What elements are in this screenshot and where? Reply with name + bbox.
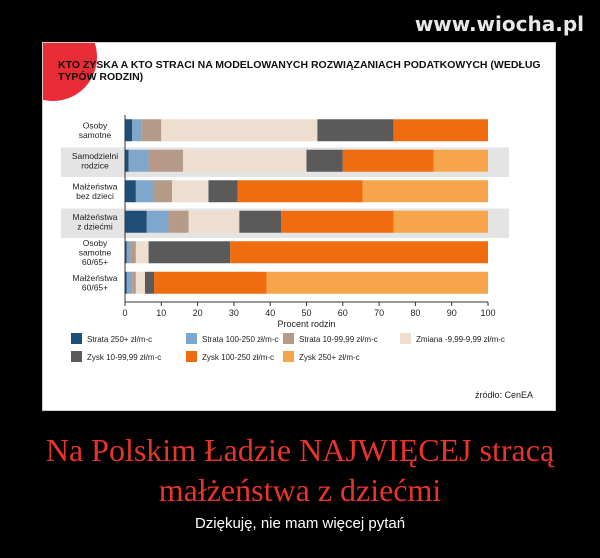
bar-segment <box>281 210 394 233</box>
bar-segment <box>125 119 133 142</box>
x-tick-label: 0 <box>122 308 127 318</box>
caption-headline: Na Polskim Ładzie NAJWIĘCEJ stracą małże… <box>0 430 600 510</box>
caption-line-2: małżeństwa z dziećmi <box>158 472 442 508</box>
x-axis-label: Procent rodzin <box>277 319 335 329</box>
bar-segment <box>154 271 267 294</box>
x-tick-label: 70 <box>374 308 384 318</box>
category-label: samotne <box>79 247 112 257</box>
legend-swatch <box>283 351 294 362</box>
legend-swatch <box>186 351 197 362</box>
legend-label: Zysk 100-250 zł/m-c <box>202 353 274 362</box>
bar-segment <box>141 119 162 142</box>
category-label: samotne <box>79 130 112 140</box>
x-tick-label: 10 <box>156 308 166 318</box>
bar-segment <box>135 241 149 264</box>
bar-segment <box>148 241 231 264</box>
bar-segment <box>130 241 136 264</box>
legend-label: Strata 100-250 zł/m-c <box>202 335 278 344</box>
bar-segment <box>208 180 238 203</box>
bar-segment <box>393 119 488 142</box>
source-note: źródło: CenEA <box>474 390 533 400</box>
category-label: Osoby <box>83 238 108 248</box>
x-tick-label: 50 <box>301 308 311 318</box>
x-tick-label: 40 <box>265 308 275 318</box>
category-label: rodzice <box>81 161 109 171</box>
category-label: Małżeństwa <box>73 212 118 222</box>
legend-label: Strata 250+ zł/m-c <box>87 335 152 344</box>
legend-swatch <box>71 333 82 344</box>
bar-segment <box>239 210 282 233</box>
bar-segment <box>125 271 127 294</box>
bar-segment <box>148 149 184 172</box>
bar-segment <box>146 210 169 233</box>
watermark-text: www.wiocha.pl <box>414 12 584 36</box>
bar-segment <box>393 210 488 233</box>
category-label: 60/65+ <box>82 257 108 267</box>
caption-subtitle: Dziękuję, nie mam więcej pytań <box>194 515 406 532</box>
legend-swatch <box>283 333 294 344</box>
legend-label: Zmiana -9,99-9,99 zł/m-c <box>416 335 505 344</box>
x-tick-label: 30 <box>229 308 239 318</box>
bar-segment <box>342 149 434 172</box>
bar-segment <box>132 271 136 294</box>
category-label: Samodzielni <box>72 151 118 161</box>
legend-label: Strata 10-99,99 zł/m-c <box>299 335 378 344</box>
category-label: Małżeństwa <box>73 273 118 283</box>
bar-segment <box>172 180 209 203</box>
bar-segment <box>135 271 145 294</box>
bar-segment <box>230 241 488 264</box>
x-tick-label: 60 <box>338 308 348 318</box>
legend-label: Zysk 250+ zł/m-c <box>299 353 360 362</box>
bar-segment <box>161 119 318 142</box>
bar-segment <box>154 180 173 203</box>
bar-segment <box>125 149 129 172</box>
legend-swatch <box>186 333 197 344</box>
bar-segment <box>306 149 343 172</box>
category-label: bez dzieci <box>76 191 114 201</box>
category-label: z dziećmi <box>77 222 113 232</box>
category-label: 60/65+ <box>82 283 108 293</box>
bar-segment <box>125 241 127 264</box>
bar-segment <box>237 180 363 203</box>
legend-swatch <box>400 333 411 344</box>
bar-segment <box>362 180 488 203</box>
chart-title: KTO ZYSKA A KTO STRACI NA MODELOWANYCH R… <box>58 59 541 83</box>
bar-segment <box>188 210 240 233</box>
bar-segment <box>144 271 155 294</box>
legend-swatch <box>71 351 82 362</box>
bar-segment <box>168 210 189 233</box>
chart-panel: KTO ZYSKA A KTO STRACI NA MODELOWANYCH R… <box>42 42 556 411</box>
stacked-bar-chart: OsobysamotneSamodzielnirodziceMałżeństwa… <box>61 115 509 362</box>
bar-segment <box>132 119 142 142</box>
bar-segment <box>125 210 147 233</box>
legend-label: Zysk 10-99,99 zł/m-c <box>87 353 161 362</box>
bar-segment <box>266 271 488 294</box>
bar-segment <box>125 180 136 203</box>
x-tick-label: 20 <box>193 308 203 318</box>
bar-segment <box>128 149 149 172</box>
category-label: Osoby <box>83 121 108 131</box>
x-tick-label: 100 <box>480 308 495 318</box>
x-tick-label: 80 <box>410 308 420 318</box>
category-label: Małżeństwa <box>73 182 118 192</box>
bar-segment <box>433 149 488 172</box>
caption-line-1: Na Polskim Ładzie NAJWIĘCEJ stracą <box>45 432 555 468</box>
bar-segment <box>135 180 155 203</box>
bar-segment <box>317 119 394 142</box>
bar-segment <box>126 241 131 264</box>
bar-segment <box>183 149 307 172</box>
x-tick-label: 90 <box>447 308 457 318</box>
bar-segment <box>126 271 133 294</box>
